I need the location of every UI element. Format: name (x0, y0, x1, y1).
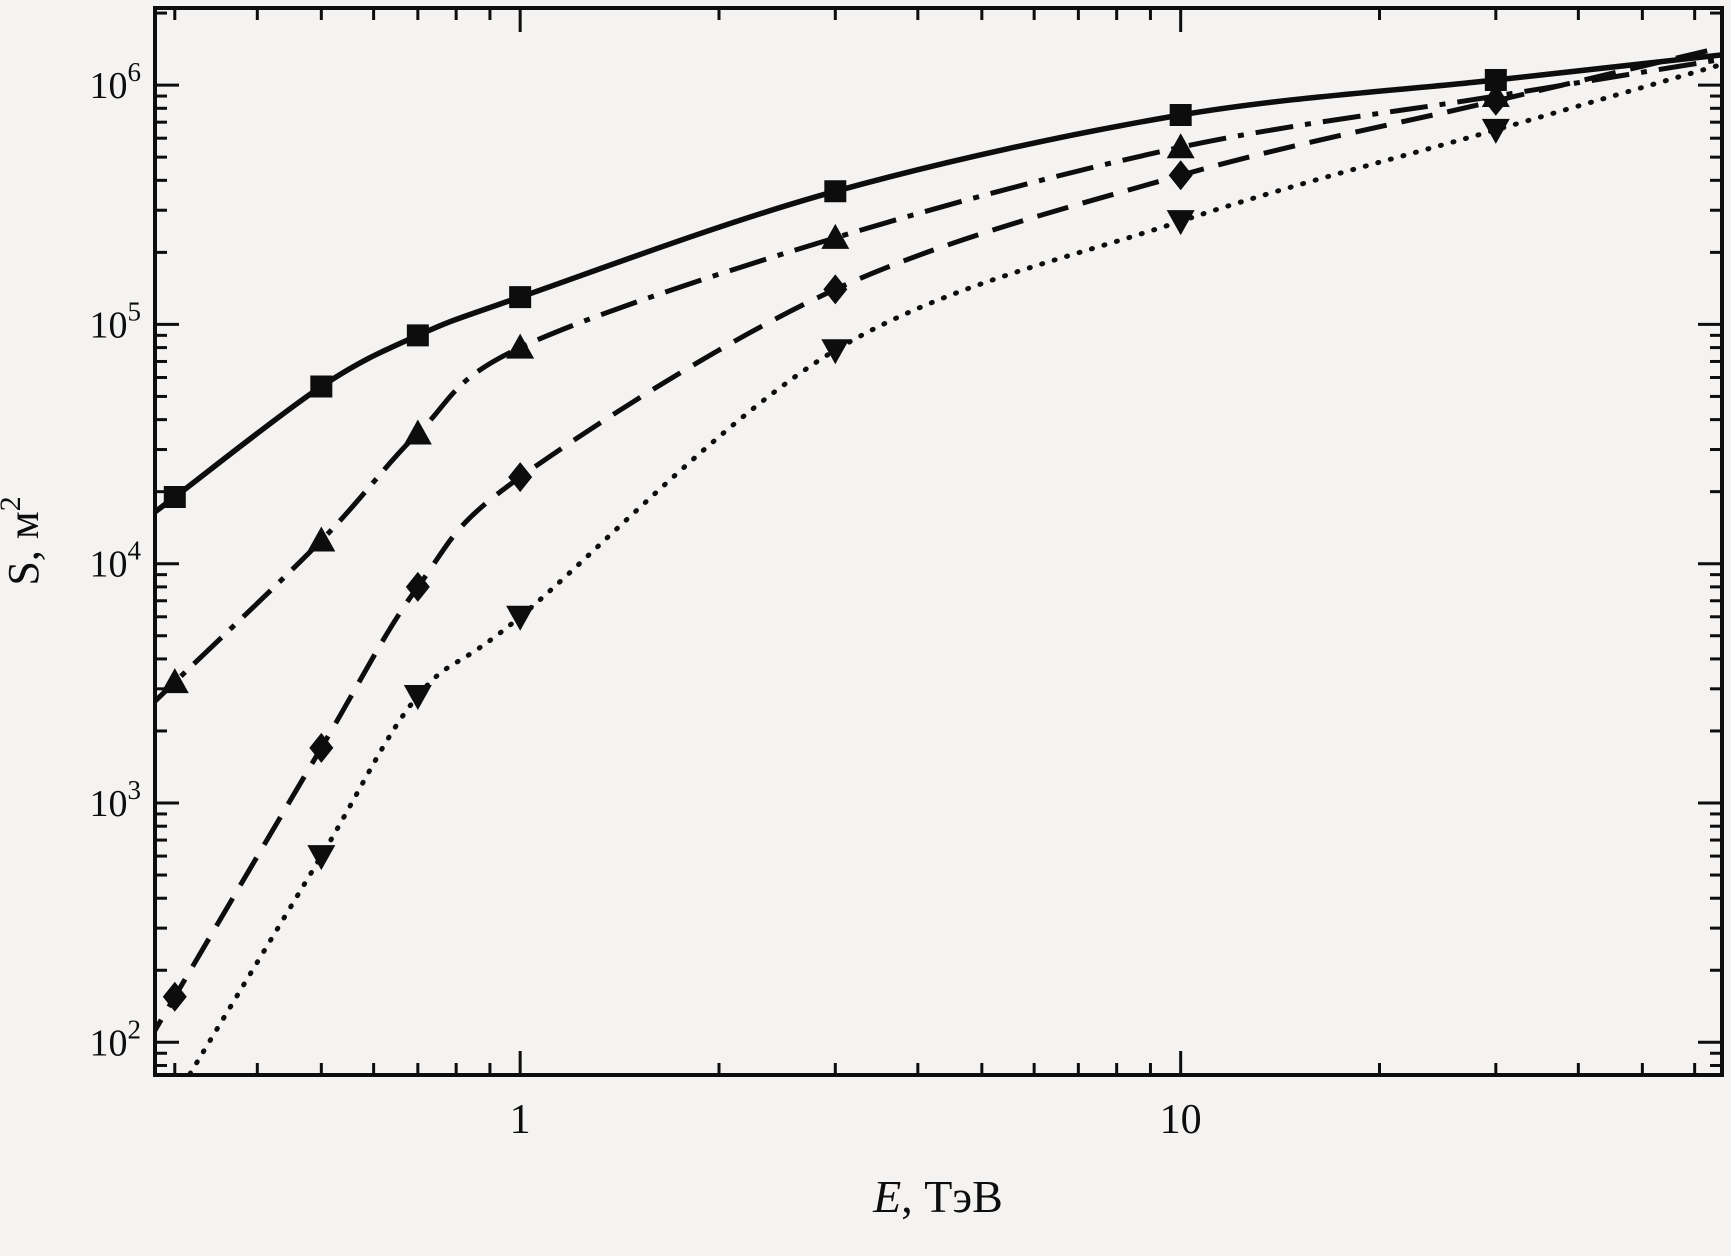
x-tick-label: 1 (510, 1097, 531, 1143)
square-marker (406, 324, 429, 347)
square-marker (163, 485, 186, 508)
diamond-marker (405, 571, 430, 602)
triangle-up-marker (1166, 133, 1195, 159)
triangle-up-marker (506, 333, 535, 359)
x-axis-label-symbol: E (872, 1171, 901, 1222)
y-tick-labels: 102 103 104 105 106 (90, 57, 142, 1064)
diamond-marker (508, 462, 533, 493)
triangle-down-marker (1166, 210, 1195, 236)
y-tick-label: 103 (90, 775, 142, 825)
series-dashed-diamonds-markers (162, 85, 1508, 1012)
triangle-up-marker (307, 526, 336, 552)
y-axis-label-main: S, м (0, 511, 48, 585)
triangle-down-marker (1481, 118, 1510, 144)
diamond-marker (1483, 85, 1508, 116)
diamond-marker (823, 274, 848, 305)
diamond-marker (162, 981, 187, 1012)
triangle-down-marker (307, 845, 336, 871)
triangle-up-marker (403, 419, 432, 445)
triangle-down-marker (506, 605, 535, 631)
x-tick-label: 10 (1160, 1097, 1202, 1143)
tick-marks (155, 8, 1722, 1075)
triangle-up-marker (821, 223, 850, 249)
series-dotted-triangles-down-curve (186, 61, 1722, 1075)
diamond-marker (309, 732, 334, 763)
diamond-marker (1168, 160, 1193, 191)
series-dashed-diamonds-curve (155, 44, 1722, 1036)
plot-frame (153, 6, 1724, 1077)
series-dotted-triangles-down-markers (307, 118, 1510, 871)
y-tick-label: 104 (90, 536, 142, 586)
triangle-up-marker (160, 668, 189, 694)
y-axis-label-superscript: 2 (0, 496, 27, 511)
x-axis-label: E, ТэВ (872, 1171, 1003, 1222)
y-axis-label: S, м2 (0, 496, 48, 585)
series-solid-squares-curve (155, 52, 1722, 516)
triangle-down-marker (403, 684, 432, 710)
square-marker (824, 180, 847, 203)
x-axis-label-unit: , ТэВ (901, 1171, 1003, 1222)
y-tick-label: 105 (90, 296, 142, 346)
series-dashdot-triangles-up-markers (160, 82, 1510, 694)
series-solid-squares-markers (163, 69, 1507, 508)
y-tick-label: 106 (90, 57, 142, 107)
x-tick-labels: 1 10 (510, 1097, 1202, 1143)
square-marker (310, 375, 333, 398)
triangle-down-marker (821, 339, 850, 365)
square-marker (509, 286, 532, 309)
y-tick-label: 102 (90, 1014, 142, 1064)
square-marker (1484, 69, 1507, 92)
series-dashdot-triangles-up-curve (155, 56, 1722, 705)
square-marker (1169, 104, 1192, 127)
